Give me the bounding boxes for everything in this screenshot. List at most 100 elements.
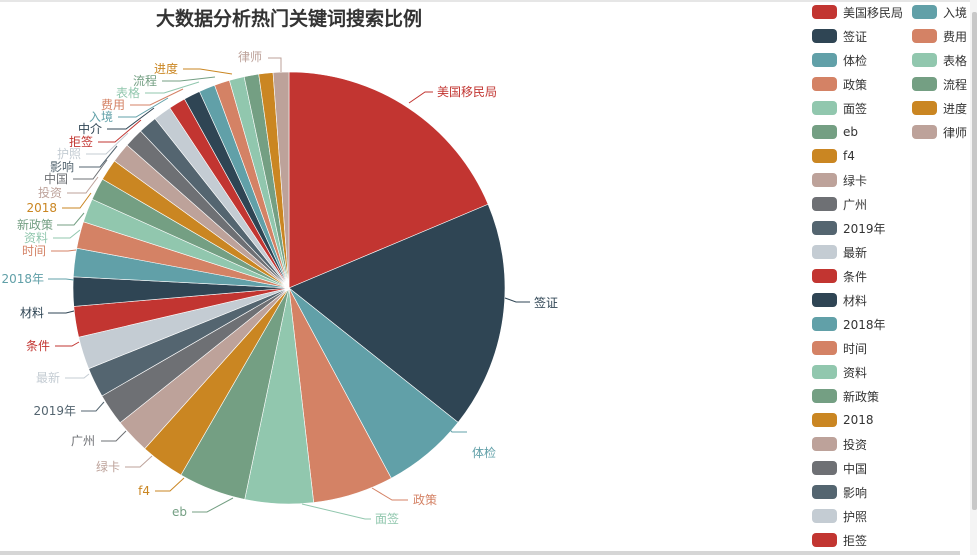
slice-label: 政策 xyxy=(413,493,437,507)
legend-label: 资料 xyxy=(843,365,868,380)
label-line xyxy=(192,497,234,513)
legend-item[interactable]: 律师 xyxy=(912,124,967,140)
legend-label: 面签 xyxy=(843,101,868,116)
legend-item[interactable]: 政策 xyxy=(812,76,867,92)
legend-item[interactable]: 表格 xyxy=(912,52,967,68)
legend-swatch-icon xyxy=(912,53,937,67)
scrollbar-thumb[interactable] xyxy=(972,12,977,510)
slice-label: eb xyxy=(172,505,187,519)
horizontal-scrollbar[interactable] xyxy=(0,551,960,555)
legend-item[interactable]: 2018年 xyxy=(812,316,886,332)
slice-label: 进度 xyxy=(154,61,178,76)
legend-label: 美国移民局 xyxy=(843,5,904,20)
legend-item[interactable]: 条件 xyxy=(812,268,867,284)
legend-item[interactable]: 护照 xyxy=(812,508,867,524)
pie-slice-1[interactable] xyxy=(288,203,506,423)
legend-swatch-icon xyxy=(912,5,937,19)
pie-slice-0[interactable] xyxy=(288,71,489,289)
legend-label: 签证 xyxy=(843,29,868,44)
legend-label: f4 xyxy=(843,149,855,163)
label-line xyxy=(162,76,216,82)
slice-label: 入境 xyxy=(89,109,113,124)
legend-item[interactable]: 签证 xyxy=(812,28,867,44)
pie-slices xyxy=(72,71,506,505)
legend-item[interactable]: 进度 xyxy=(912,100,967,116)
slice-label: 新政策 xyxy=(17,217,53,232)
legend-item[interactable]: 时间 xyxy=(812,340,867,356)
legend-item[interactable]: 新政策 xyxy=(812,388,879,404)
legend-swatch-icon xyxy=(912,29,937,43)
legend-label: 条件 xyxy=(843,269,868,284)
legend-label: 新政策 xyxy=(843,389,880,404)
label-line xyxy=(155,477,185,492)
legend-swatch-icon xyxy=(812,269,837,283)
legend-item[interactable]: 资料 xyxy=(812,364,867,380)
legend-item[interactable]: 入境 xyxy=(912,4,967,20)
legend-label: 时间 xyxy=(843,341,868,356)
legend-swatch-icon xyxy=(912,101,937,115)
slice-label: 拒签 xyxy=(69,134,93,149)
legend-item[interactable]: 美国移民局 xyxy=(812,4,903,20)
legend-label: 投资 xyxy=(843,437,868,452)
legend-label: 中国 xyxy=(843,461,868,476)
slice-label: 2018 xyxy=(26,201,57,215)
slice-label: 律师 xyxy=(238,50,262,64)
label-line xyxy=(65,373,90,379)
legend-item[interactable]: f4 xyxy=(812,148,855,164)
legend-swatch-icon xyxy=(812,149,837,163)
legend-swatch-icon xyxy=(812,317,837,331)
legend-item[interactable]: 体检 xyxy=(812,52,867,68)
legend-item[interactable]: 投资 xyxy=(812,436,867,452)
chart-title: 大数据分析热门关键词搜索比例 xyxy=(155,8,422,30)
pie-slice-29[interactable] xyxy=(272,71,290,289)
legend-item[interactable]: 广州 xyxy=(812,196,867,212)
label-line xyxy=(81,401,105,412)
legend-swatch-icon xyxy=(812,77,837,91)
label-line xyxy=(57,212,85,226)
legend-label: 入境 xyxy=(943,5,968,20)
slice-label: 中介 xyxy=(78,121,102,136)
legend-swatch-icon xyxy=(812,197,837,211)
label-line xyxy=(51,249,77,252)
label-line xyxy=(86,132,129,155)
legend-swatch-icon xyxy=(812,341,837,355)
legend-item[interactable]: 材料 xyxy=(812,292,867,308)
label-line xyxy=(441,420,467,433)
label-line xyxy=(408,91,433,104)
legend-item[interactable]: 面签 xyxy=(812,100,867,116)
legend-item[interactable]: 2018 xyxy=(812,412,874,428)
label-line xyxy=(67,176,99,194)
legend-label: 材料 xyxy=(843,293,868,308)
legend-item[interactable]: 2019年 xyxy=(812,220,886,236)
slice-label: 面签 xyxy=(375,511,399,526)
legend-item[interactable]: eb xyxy=(812,124,858,140)
slice-label: 中国 xyxy=(44,171,68,186)
legend-label: eb xyxy=(843,125,858,139)
slice-label: 2019年 xyxy=(33,404,76,418)
legend-item[interactable]: 中国 xyxy=(812,460,867,476)
slice-label: 体检 xyxy=(472,445,496,460)
slice-label: 资料 xyxy=(24,231,48,245)
label-line xyxy=(73,159,108,180)
legend-swatch-icon xyxy=(812,293,837,307)
legend-label: 律师 xyxy=(943,125,968,140)
legend-label: 表格 xyxy=(943,53,968,68)
legend-item[interactable]: 影响 xyxy=(812,484,867,500)
legend-item[interactable]: 流程 xyxy=(912,76,967,92)
label-line xyxy=(79,145,118,168)
legend-swatch-icon xyxy=(812,389,837,403)
label-line xyxy=(53,229,81,239)
label-line xyxy=(101,430,127,442)
legend-item[interactable]: 最新 xyxy=(812,244,867,260)
legend-item[interactable]: 费用 xyxy=(912,28,967,44)
legend-swatch-icon xyxy=(812,53,837,67)
legend-item[interactable]: 拒签 xyxy=(812,532,867,548)
label-line xyxy=(371,487,408,501)
legend-label: 进度 xyxy=(943,101,968,116)
legend-label: 影响 xyxy=(843,485,868,500)
slice-label: 美国移民局 xyxy=(437,85,497,99)
legend-item[interactable]: 绿卡 xyxy=(812,172,867,188)
legend-label: 绿卡 xyxy=(843,173,868,188)
